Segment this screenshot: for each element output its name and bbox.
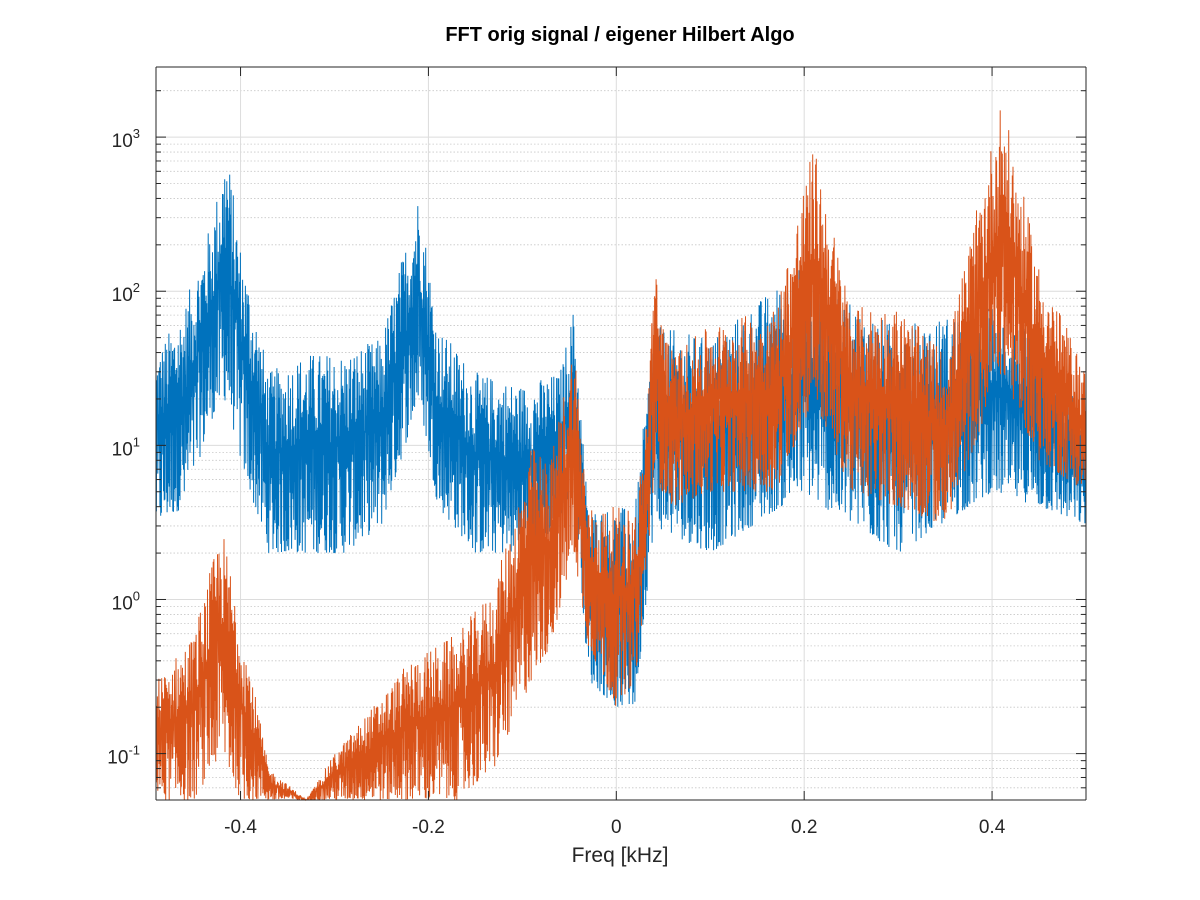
y-tick-label: 102 xyxy=(112,280,140,306)
y-tick-base: 10 xyxy=(107,748,128,769)
series-hilbert-line xyxy=(155,110,1087,802)
tick-marks xyxy=(156,67,1086,801)
axes-box xyxy=(155,66,1087,801)
y-tick-exponent: 2 xyxy=(133,280,140,295)
y-tick-base: 10 xyxy=(112,131,133,152)
y-tick-label: 101 xyxy=(112,434,140,460)
x-tick-label: -0.2 xyxy=(412,817,445,838)
x-tick-label: -0.4 xyxy=(224,817,257,838)
y-tick-label: 10-1 xyxy=(107,743,140,769)
x-tick-label: 0 xyxy=(611,817,622,838)
chart-title: FFT orig signal / eigener Hilbert Algo xyxy=(445,24,794,46)
y-tick-label: 103 xyxy=(112,126,140,152)
y-tick-label: 100 xyxy=(112,588,140,614)
x-tick-label: 0.4 xyxy=(979,817,1006,838)
y-tick-base: 10 xyxy=(112,439,133,460)
y-tick-labels: 10-1 100 101 102 103 xyxy=(107,126,140,769)
series-orig-signal-line xyxy=(155,174,1087,707)
y-tick-base: 10 xyxy=(112,285,133,306)
y-tick-exponent: 3 xyxy=(133,126,140,141)
y-tick-exponent: 1 xyxy=(133,434,140,449)
plot-area xyxy=(155,66,1087,802)
x-axis-label: Freq [kHz] xyxy=(572,844,669,867)
series-layer xyxy=(155,110,1087,802)
y-tick-exponent: -1 xyxy=(128,743,140,758)
x-tick-labels: -0.4 -0.2 0 0.2 0.4 xyxy=(224,817,1006,838)
x-tick-label: 0.2 xyxy=(791,817,817,838)
y-tick-exponent: 0 xyxy=(133,588,140,603)
y-tick-base: 10 xyxy=(112,593,133,614)
